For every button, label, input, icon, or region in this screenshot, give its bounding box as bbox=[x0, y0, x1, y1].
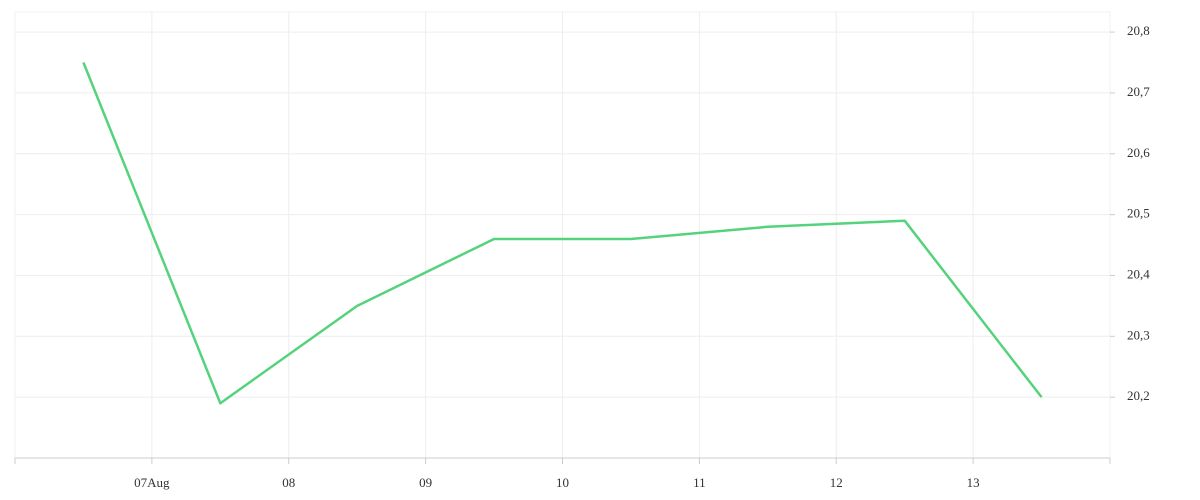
x-tick-label: 09 bbox=[419, 475, 432, 490]
y-tick-label: 20,7 bbox=[1127, 84, 1150, 99]
y-tick-label: 20,4 bbox=[1127, 266, 1150, 281]
x-tick-label: 10 bbox=[556, 475, 569, 490]
y-tick-label: 20,5 bbox=[1127, 206, 1150, 221]
x-tick-label: 12 bbox=[830, 475, 843, 490]
x-tick-label: 11 bbox=[693, 475, 706, 490]
x-tick-label: 07Aug bbox=[134, 475, 170, 490]
x-tick-label: 08 bbox=[282, 475, 295, 490]
y-tick-label: 20,3 bbox=[1127, 327, 1150, 342]
y-tick-label: 20,2 bbox=[1127, 388, 1150, 403]
data-line bbox=[82, 62, 1043, 405]
x-tick-label: 13 bbox=[967, 475, 980, 490]
y-tick-label: 20,8 bbox=[1127, 23, 1150, 38]
y-tick-label: 20,6 bbox=[1127, 145, 1150, 160]
